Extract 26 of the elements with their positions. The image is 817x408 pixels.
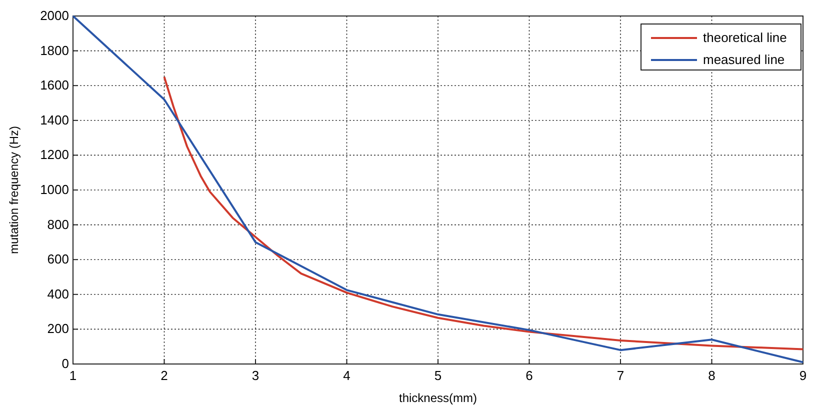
line-series [163, 76, 804, 350]
y-tick-label: 1600 [40, 78, 69, 93]
x-axis-title: thickness(mm) [398, 391, 478, 405]
y-tick-label: 1400 [40, 112, 69, 128]
x-tick-label: 2 [160, 368, 168, 383]
x-tick-label: 7 [616, 368, 624, 383]
x-tick-label: 3 [252, 368, 260, 383]
y-tick-label: 0 [62, 356, 69, 371]
y-axis-title: mutation frequency (Hz) [7, 126, 21, 254]
x-tick-label: 1 [69, 368, 77, 383]
line-series [72, 15, 804, 364]
y-tick-label: 600 [47, 252, 69, 267]
y-tick-label: 1200 [40, 147, 69, 162]
y-tick-label: 200 [47, 321, 69, 336]
legend-label: theoretical line [703, 30, 787, 45]
y-tick-label: 2000 [40, 8, 69, 23]
y-tick-label: 1000 [40, 182, 69, 197]
y-tick-label: 1800 [40, 42, 69, 58]
x-tick-label: 4 [343, 368, 350, 383]
y-tick-label: 800 [47, 216, 69, 232]
legend-label: measured line [703, 52, 785, 67]
x-tick-label: 9 [799, 368, 807, 383]
y-tick-label: 400 [47, 286, 69, 302]
x-tick-label: 8 [708, 368, 716, 383]
x-tick-label: 6 [526, 368, 533, 383]
x-tick-label: 5 [434, 368, 442, 383]
